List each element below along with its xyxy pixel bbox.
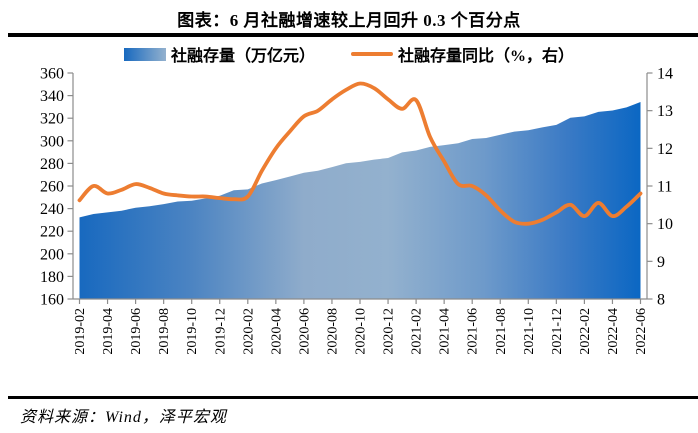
left-axis-tick-label: 300: [40, 133, 64, 150]
legend-line-label: 社融存量同比（%，右）: [398, 48, 575, 65]
left-axis-tick-label: 220: [40, 224, 64, 241]
left-axis-tick-label: 200: [40, 246, 64, 263]
x-axis-tick-label: 2021-04: [438, 308, 453, 355]
x-axis-tick-label: 2021-02: [410, 308, 425, 355]
x-axis-tick-label: 2020-04: [269, 308, 284, 355]
legend-item-line: 社融存量同比（%，右）: [351, 42, 574, 66]
area-series: [79, 102, 641, 299]
x-axis-tick-label: 2019-08: [157, 308, 172, 355]
right-axis-tick-label: 9: [657, 254, 665, 271]
left-axis-tick-label: 180: [40, 269, 64, 286]
x-axis-tick-label: 2020-12: [382, 308, 397, 355]
x-axis-tick-label: 2021-08: [494, 308, 509, 355]
title-divider: [8, 33, 698, 37]
x-axis-tick-label: 2019-10: [185, 308, 200, 355]
source-note: 资料来源：Wind，泽平宏观: [20, 409, 227, 426]
right-axis-tick-label: 11: [657, 179, 672, 196]
x-axis-tick-label: 2020-08: [325, 308, 340, 355]
legend-area-label: 社融存量（万亿元）: [170, 48, 315, 65]
right-axis-tick-label: 13: [657, 103, 673, 120]
chart-title: 图表：6 月社融增速较上月回升 0.3 个百分点: [177, 11, 521, 30]
x-axis-tick-label: 2022-06: [634, 308, 649, 355]
left-axis-tick-label: 240: [40, 201, 64, 218]
x-axis-tick-label: 2022-04: [606, 308, 621, 355]
x-axis-tick-label: 2019-06: [129, 308, 144, 355]
right-axis-tick-label: 10: [657, 216, 673, 233]
x-axis-tick-label: 2020-02: [241, 308, 256, 355]
legend: 社融存量（万亿元） 社融存量同比（%，右）: [0, 42, 698, 66]
x-axis-tick-label: 2021-06: [466, 308, 481, 355]
left-axis-tick-label: 280: [40, 156, 64, 173]
left-axis-tick-label: 320: [40, 111, 64, 128]
x-axis-tick-label: 2021-10: [522, 308, 537, 355]
x-axis-tick-label: 2020-06: [297, 308, 312, 355]
x-axis-tick-label: 2021-12: [550, 308, 565, 355]
plot-svg: 160 180 200 220 240 260 280 300 320 340 360 8 9 10 11 1…: [40, 66, 673, 355]
legend-item-area: 社融存量（万亿元）: [123, 42, 315, 66]
x-axis-tick-label: 2019-04: [101, 308, 116, 355]
footer-divider: [8, 396, 698, 399]
left-axis-tick-label: 340: [40, 88, 64, 105]
plot-area: 160 180 200 220 240 260 280 300 320 340 360 8 9 10 11 1…: [0, 60, 698, 390]
x-axis-tick-label: 2020-10: [354, 308, 369, 355]
line-swatch-icon: [351, 52, 393, 56]
left-axis-tick-label: 260: [40, 179, 64, 196]
left-axis-tick-label: 160: [40, 292, 64, 309]
right-axis-tick-label: 12: [657, 141, 673, 158]
line-series: [77, 81, 643, 226]
left-axis-tick-label: 360: [40, 66, 64, 83]
right-axis-tick-label: 8: [657, 292, 665, 309]
area-gradient-swatch-icon: [123, 47, 166, 61]
x-axis-tick-label: 2022-02: [578, 308, 593, 355]
x-axis-tick-label: 2019-02: [73, 308, 88, 355]
right-axis-tick-label: 14: [657, 66, 673, 83]
x-axis-tick-label: 2019-12: [213, 308, 228, 355]
